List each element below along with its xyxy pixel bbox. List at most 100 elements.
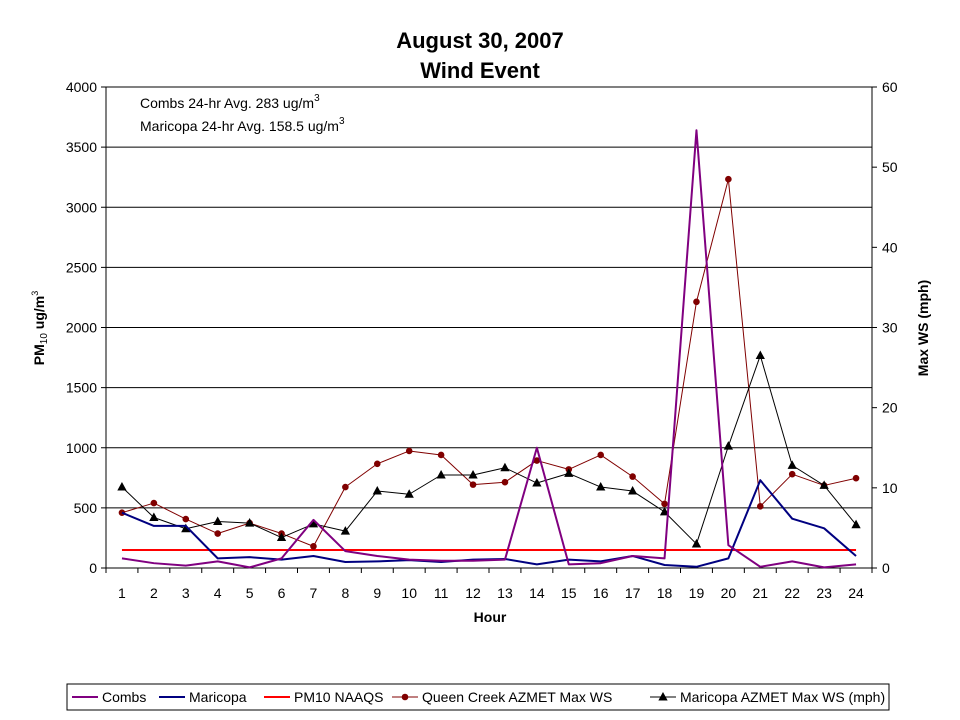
left-tick-label: 0	[89, 560, 97, 576]
x-tick-label: 19	[689, 585, 705, 601]
series-layer	[117, 129, 861, 569]
data-point	[852, 474, 860, 482]
series-line	[121, 479, 857, 568]
data-point	[500, 462, 510, 472]
data-point	[117, 481, 127, 491]
data-point	[340, 526, 351, 535]
right-tick-label: 30	[882, 320, 898, 336]
data-point	[532, 477, 542, 487]
legend-item: PM10 NAAQS	[264, 689, 383, 705]
data-point	[150, 499, 158, 507]
annotations: Combs 24-hr Avg. 283 ug/m3 Maricopa 24-hr…	[140, 93, 345, 134]
data-point	[691, 538, 702, 548]
grid-lines	[106, 146, 872, 509]
data-point	[819, 480, 829, 489]
legend-item: Combs	[72, 689, 146, 705]
legend-label: PM10 NAAQS	[294, 689, 383, 705]
data-point	[213, 516, 223, 526]
series-4	[117, 350, 861, 548]
data-point	[404, 489, 414, 498]
x-axis: 1 2 3 4 5 6 7 8 9 10 11 12 13 14 15 16 17 18 19 20 21 22 23 24	[105, 568, 873, 601]
data-point	[149, 512, 159, 521]
right-y-axis: 0 10 20 30 40 50 60	[872, 79, 898, 576]
series-line	[121, 355, 857, 545]
legend-box	[66, 683, 890, 711]
x-tick-label: 23	[816, 585, 832, 601]
x-tick-label: 9	[373, 585, 381, 601]
x-tick-label: 20	[721, 585, 737, 601]
data-point	[437, 451, 445, 459]
series-line	[121, 178, 857, 547]
x-tick-label: 24	[848, 585, 864, 601]
data-point	[469, 481, 477, 488]
data-point	[596, 481, 606, 491]
data-point	[214, 530, 222, 537]
legend-label: Queen Creek AZMET Max WS	[422, 689, 612, 705]
legend-marker	[401, 693, 409, 701]
data-point	[372, 485, 382, 495]
series-0	[121, 129, 857, 569]
x-tick-label: 3	[182, 585, 190, 601]
x-tick-label: 6	[278, 585, 286, 601]
data-point	[373, 460, 381, 468]
x-tick-label: 8	[341, 585, 349, 601]
x-tick-label: 5	[246, 585, 254, 601]
data-point	[182, 515, 190, 523]
left-tick-label: 3000	[66, 199, 97, 215]
data-point	[342, 483, 349, 491]
x-tick-label: 15	[561, 585, 577, 601]
data-point	[276, 532, 287, 542]
left-tick-label: 500	[74, 500, 98, 516]
data-point	[436, 469, 446, 479]
right-tick-label: 60	[882, 79, 898, 95]
legend-item: Maricopa AZMET Max WS (mph)	[650, 689, 885, 705]
right-tick-label: 10	[882, 480, 898, 496]
right-tick-label: 40	[882, 239, 898, 255]
x-tick-label: 14	[529, 585, 545, 601]
data-point	[659, 506, 670, 516]
x-tick-label: 2	[150, 585, 158, 601]
annotation-text: Combs 24-hr Avg. 283 ug/m3	[140, 93, 320, 111]
x-tick-label: 1	[118, 585, 126, 601]
x-tick-label: 16	[593, 585, 609, 601]
left-tick-label: 3500	[66, 139, 97, 155]
x-tick-label: 22	[784, 585, 800, 601]
x-axis-label: Hour	[474, 609, 507, 625]
x-tick-label: 18	[657, 585, 673, 601]
left-tick-label: 1500	[66, 380, 97, 396]
right-tick-label: 50	[882, 159, 898, 175]
right-y-axis-label: Max WS (mph)	[915, 280, 931, 376]
data-point	[756, 502, 764, 510]
series-line	[121, 129, 857, 569]
data-point	[725, 175, 732, 183]
data-point	[629, 473, 636, 480]
data-point	[693, 298, 700, 306]
left-tick-label: 1000	[66, 440, 97, 456]
data-point	[310, 543, 317, 550]
data-point	[788, 470, 796, 478]
x-tick-label: 11	[434, 585, 449, 601]
data-point	[755, 350, 765, 360]
data-point	[244, 518, 255, 527]
x-tick-label: 21	[753, 585, 769, 601]
data-point	[851, 519, 861, 529]
left-y-axis: 0 500 1000 1500 2000 2500 3000 3500 4000	[66, 79, 106, 576]
data-point	[564, 468, 574, 477]
series-1	[121, 479, 857, 568]
data-point	[627, 485, 638, 495]
annotation-text: Maricopa 24-hr Avg. 158.5 ug/m3	[140, 116, 345, 134]
chart-title-line-2: Wind Event	[420, 58, 540, 83]
legend-label: Maricopa AZMET Max WS (mph)	[680, 689, 885, 705]
data-point	[468, 469, 478, 479]
left-tick-label: 4000	[66, 79, 97, 95]
chart-title-line-1: August 30, 2007	[396, 28, 564, 53]
legend-item: Queen Creek AZMET Max WS	[392, 689, 612, 705]
data-point	[501, 478, 509, 486]
data-point	[787, 460, 797, 469]
data-point	[723, 441, 734, 450]
series-3	[118, 175, 860, 550]
data-point	[597, 451, 605, 459]
left-tick-label: 2000	[66, 320, 97, 336]
left-y-axis-label: PM10 ug/m3	[30, 291, 50, 365]
